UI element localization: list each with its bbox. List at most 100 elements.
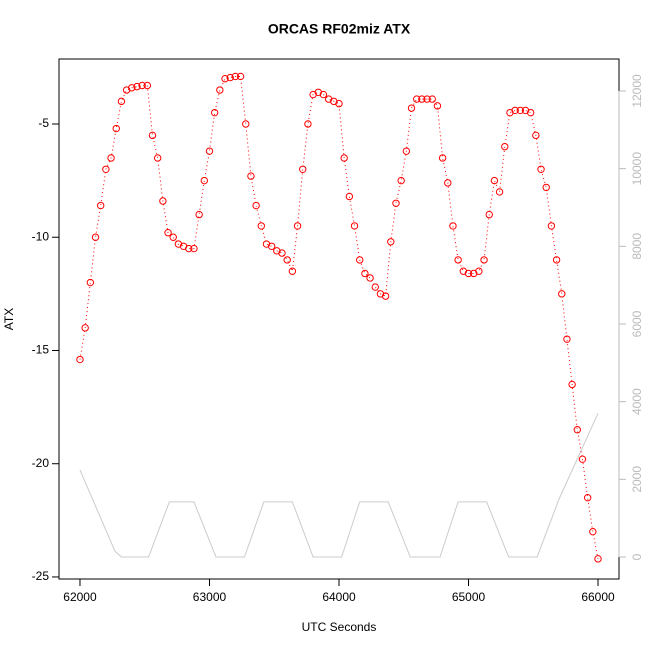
data-point — [464, 269, 473, 278]
data-point — [397, 176, 405, 185]
data-point — [563, 335, 571, 343]
data-point — [81, 324, 89, 332]
data-point — [283, 256, 291, 264]
data-point — [526, 108, 535, 117]
y-tick-label: -10 — [32, 229, 50, 243]
data-point — [402, 147, 411, 155]
data-point — [205, 147, 214, 155]
data-point — [185, 244, 193, 253]
data-point — [387, 238, 395, 246]
x-tick-label: 66000 — [581, 590, 615, 604]
y2-tick-label: 6000 — [630, 310, 644, 337]
data-point — [221, 75, 229, 83]
data-point — [236, 72, 245, 81]
data-point — [257, 222, 265, 230]
data-point — [169, 233, 177, 241]
data-point — [552, 256, 561, 264]
data-point — [226, 73, 234, 82]
data-point — [444, 179, 452, 187]
data-point — [558, 290, 566, 298]
data-point — [340, 154, 348, 162]
data-point — [371, 283, 379, 291]
data-point — [86, 278, 95, 287]
data-point — [242, 120, 250, 128]
data-point — [335, 99, 343, 108]
x-tick-label: 65000 — [452, 590, 486, 604]
data-point — [216, 86, 224, 94]
data-point — [148, 131, 157, 140]
data-point — [542, 183, 550, 192]
data-point — [143, 81, 152, 90]
y2-tick-label: 2000 — [630, 466, 644, 493]
data-point — [252, 201, 260, 210]
data-point — [247, 172, 255, 180]
y2-tick-label: 4000 — [630, 388, 644, 415]
data-point — [516, 106, 525, 115]
data-point — [195, 210, 203, 219]
data-point — [480, 256, 488, 264]
data-point — [102, 165, 110, 173]
data-point — [112, 124, 120, 133]
data-point — [573, 426, 581, 434]
data-point — [547, 222, 556, 230]
data-point — [159, 197, 167, 205]
data-point — [568, 380, 576, 389]
series-line — [79, 413, 599, 558]
data-point — [293, 222, 302, 230]
data-point — [501, 142, 509, 151]
data-point — [210, 108, 219, 117]
data-point — [407, 104, 416, 112]
data-point — [164, 229, 172, 237]
data-point — [583, 493, 592, 502]
data-point — [107, 154, 115, 162]
y-tick-label: -25 — [32, 569, 50, 583]
data-point — [423, 95, 431, 103]
data-point — [490, 176, 499, 185]
data-point — [449, 222, 457, 230]
data-point — [589, 527, 597, 536]
data-point — [454, 256, 462, 264]
data-point — [117, 97, 126, 106]
data-point — [356, 256, 364, 264]
data-point — [511, 106, 519, 115]
data-point — [200, 176, 209, 185]
data-point — [495, 188, 504, 196]
data-point — [381, 292, 390, 300]
data-point — [428, 95, 436, 103]
y-tick-label: -5 — [38, 116, 49, 130]
data-point — [278, 249, 286, 257]
data-point — [345, 192, 354, 201]
data-point — [594, 555, 602, 563]
y2-tick-label: 0 — [630, 553, 644, 560]
data-point — [578, 455, 587, 463]
data-point — [153, 154, 162, 162]
x-axis-label: UTC Seconds — [302, 620, 377, 634]
data-point — [418, 95, 426, 103]
y-axis-label: ATX — [2, 308, 16, 330]
data-point — [532, 131, 540, 140]
data-point — [350, 222, 359, 230]
data-point — [288, 267, 297, 275]
data-point — [537, 165, 545, 173]
data-point — [190, 244, 198, 253]
data-point — [438, 154, 447, 162]
data-point — [267, 242, 276, 250]
data-point — [366, 274, 374, 282]
data-point — [128, 84, 136, 92]
data-point — [392, 199, 400, 207]
data-point — [361, 269, 369, 278]
data-point — [138, 81, 146, 90]
x-tick-label: 62000 — [63, 590, 97, 604]
data-point — [91, 233, 100, 241]
y-tick-label: -15 — [32, 343, 50, 357]
y2-tick-label: 10000 — [630, 152, 644, 186]
data-point — [97, 201, 105, 210]
x-tick-label: 63000 — [193, 590, 227, 604]
chart-title: ORCAS RF02miz ATX — [268, 21, 411, 37]
data-point — [76, 355, 84, 364]
data-point — [231, 72, 240, 81]
x-tick-label: 64000 — [322, 590, 356, 604]
data-point — [319, 90, 328, 99]
